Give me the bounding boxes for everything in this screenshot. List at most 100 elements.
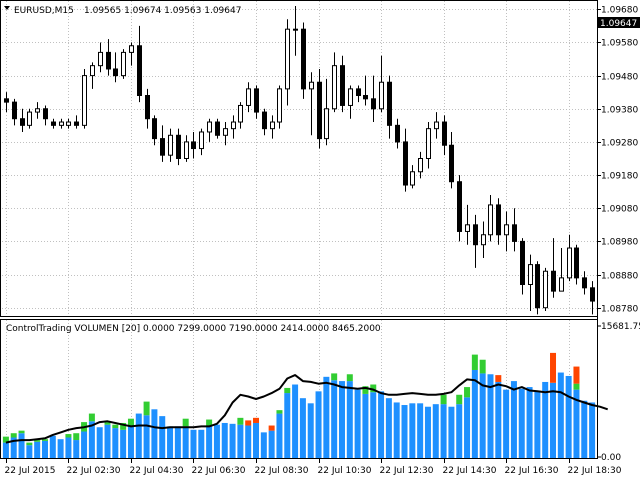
bull-candle [82, 75, 87, 126]
volume-bar-green [88, 413, 95, 422]
volume-bar-blue [151, 409, 158, 458]
time-tick-label: 22 Jul 06:30 [192, 466, 246, 476]
volume-bar-blue [96, 427, 103, 458]
bull-candle [59, 121, 64, 126]
bear-candle [191, 141, 196, 150]
volume-bar-green [65, 434, 72, 438]
volume-bar-green [362, 386, 369, 394]
volume-bar-blue [198, 429, 205, 458]
volume-bar-green [26, 442, 33, 446]
volume-bar-green [41, 439, 48, 441]
volume-bar-blue [557, 372, 564, 458]
volume-bar-blue [206, 426, 213, 458]
bear-candle [535, 264, 540, 309]
price-tick-label: 1.09480 [601, 73, 638, 83]
volume-bar-red [253, 417, 260, 423]
volume-bar-green [34, 440, 41, 442]
bull-candle [98, 51, 103, 67]
bear-candle [20, 118, 25, 126]
volume-bar-blue [479, 373, 486, 458]
bear-candle [356, 88, 361, 97]
bull-candle [379, 81, 384, 110]
volume-bar-green [440, 394, 447, 405]
volume-bar-blue [237, 424, 244, 458]
price-tick-label: 1.09680 [601, 6, 638, 16]
bull-candle [66, 121, 71, 126]
ohlc-values: 1.09565 1.09674 1.09563 1.09647 [84, 6, 241, 16]
time-tick-label: 22 Jul 2015 [5, 466, 56, 476]
price-tick-label: 1.08780 [601, 305, 638, 315]
bull-candle [199, 131, 204, 150]
volume-bar-blue [49, 435, 56, 458]
volume-bar-green [10, 433, 17, 438]
price-axis: 1.09680 1.09580 1.09480 1.09380 1.09280 1.091… [597, 6, 638, 315]
bull-candle [246, 88, 251, 106]
bear-candle [442, 121, 447, 146]
volume-bar-blue [88, 421, 95, 458]
volume-bar-blue [432, 404, 439, 458]
volume-bar-blue [135, 413, 142, 458]
volume-bar-green [112, 424, 119, 429]
volume-bar-blue [362, 393, 369, 458]
bear-candle [176, 134, 181, 159]
volume-bar-blue [456, 404, 463, 458]
volume-bar-blue [34, 441, 41, 458]
volume-bar-blue [424, 406, 431, 458]
volume-bar-blue [245, 425, 252, 458]
volume-bar-blue [503, 389, 510, 458]
volume-bar-blue [18, 433, 25, 458]
volume-bar-blue [409, 403, 416, 458]
time-tick-label: 22 Jul 08:30 [255, 466, 309, 476]
price-tick-label: 1.09180 [601, 172, 638, 182]
bear-candle [496, 204, 501, 236]
bull-candle [324, 108, 329, 140]
volume-bar-blue [401, 405, 408, 458]
volume-bar-blue [174, 426, 181, 458]
bear-candle [395, 124, 400, 143]
chart-menu-triangle-icon[interactable] [4, 6, 10, 10]
price-pane-frame[interactable] [0, 0, 598, 317]
bear-candle [106, 51, 111, 70]
volume-bar-blue [268, 430, 275, 458]
volume-bar-blue [315, 391, 322, 458]
bull-candle [27, 111, 32, 126]
bull-candle [465, 224, 470, 232]
bear-candle [113, 68, 118, 77]
volume-bar-green [104, 422, 111, 425]
bear-candle [137, 45, 142, 96]
bull-candle [426, 128, 431, 160]
volume-bar-blue [182, 426, 189, 458]
volume-bar-blue [276, 413, 283, 458]
volume-axis: 15681.75 0.00 [597, 322, 640, 463]
volume-bar-green [471, 354, 478, 370]
volume-bar-green [346, 374, 353, 382]
volume-bar-blue [385, 398, 392, 458]
volume-bars [2, 352, 596, 458]
price-candles [4, 5, 595, 315]
volume-bar-blue [284, 393, 291, 458]
bear-candle [590, 287, 595, 302]
volume-bar-blue [292, 384, 299, 458]
bear-candle [512, 224, 517, 242]
time-tick-label: 22 Jul 18:30 [568, 466, 622, 476]
bull-candle [285, 28, 290, 90]
bear-candle [152, 118, 157, 140]
ma-line [5, 374, 609, 444]
bear-candle [215, 121, 220, 136]
volume-bar-blue [417, 403, 424, 458]
volume-bar-green [182, 418, 189, 427]
volume-bar-blue [159, 416, 166, 458]
volume-bar-green [73, 433, 80, 441]
volume-bar-blue [299, 398, 306, 458]
bear-candle [371, 98, 376, 110]
bull-candle [559, 277, 564, 292]
bull-candle [348, 88, 353, 106]
volume-bar-blue [487, 374, 494, 458]
price-tick-label: 1.09280 [601, 139, 638, 149]
bull-candle [121, 51, 126, 77]
bear-candle [254, 88, 259, 113]
time-axis: 22 Jul 2015 22 Jul 02:30 22 Jul 04:30 22 Ju… [5, 459, 622, 476]
volume-bar-blue [127, 426, 134, 458]
volume-bar-red [573, 366, 580, 384]
